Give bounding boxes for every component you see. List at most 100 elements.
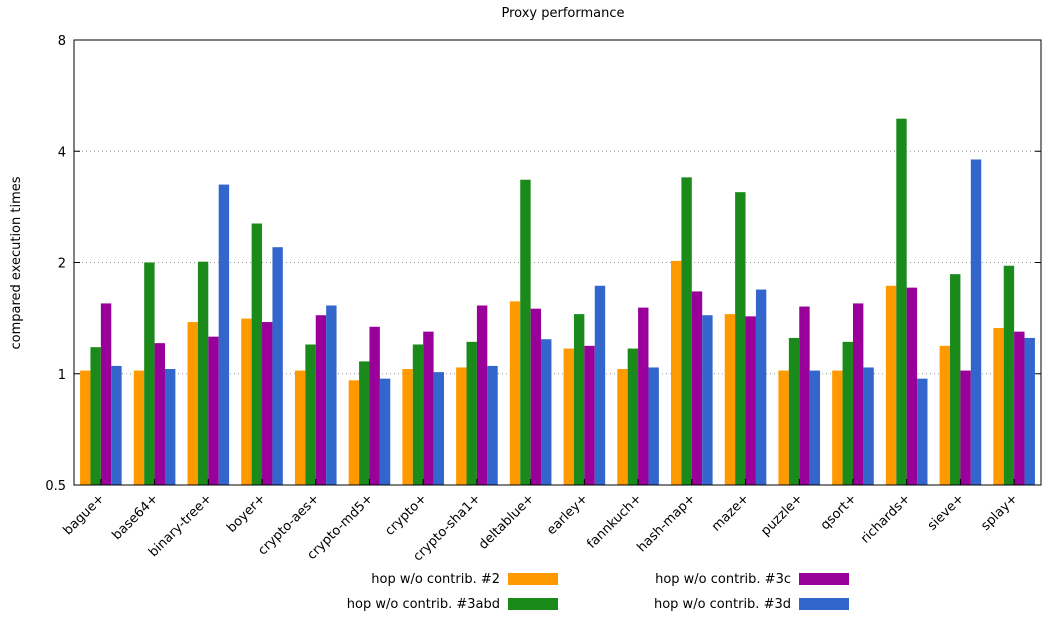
bar [272,247,283,485]
bar [412,344,424,485]
x-tick-label: richards+ [858,491,913,546]
bar [594,285,606,485]
bar [154,343,165,485]
bar [423,331,434,485]
bar [638,307,649,485]
bar [735,192,746,485]
bar [187,322,198,485]
bar [885,285,897,485]
bar [111,365,122,485]
bar [852,303,864,485]
bar [466,341,477,485]
bar [262,322,273,485]
legend-swatch [799,598,849,610]
bar [100,303,112,485]
bar [617,369,628,485]
bar [315,315,327,485]
bar [218,184,230,485]
bar [960,370,971,485]
bar [917,378,928,485]
bar [348,380,360,485]
x-tick-label: crypto+ [382,491,430,539]
bar [251,223,263,485]
bar [208,336,219,485]
y-axis-title: compared execution times [9,176,24,349]
bar [755,289,767,485]
legend-swatch [799,573,849,585]
bar [369,326,380,485]
bars [80,118,1035,486]
x-axis: bague+ base64+binary-tree+ boyer+crypto-ae… [61,479,1021,564]
x-tick-label: hash-map+ [635,491,699,555]
legend-label: hop w/o contrib. #3abd [347,597,500,612]
legend: hop w/o contrib. #2 hop w/o contrib. #3ab… [347,572,849,612]
bar [530,308,542,485]
bar [724,314,736,485]
bar [939,345,951,485]
bar [863,367,874,485]
x-tick-label: sieve+ [925,491,967,533]
bar [906,287,918,485]
bar [745,316,756,485]
x-tick-label: qsort+ [818,491,860,533]
bar [627,348,639,485]
bar [584,345,595,485]
x-tick-label: puzzle+ [758,491,806,539]
bar [133,370,145,485]
bar [294,370,306,485]
bar [1003,265,1015,485]
bar [573,314,585,485]
x-tick-label: maze+ [709,491,752,534]
bar [305,344,316,485]
bar [993,327,1004,485]
bar [541,339,552,485]
bar [832,370,843,485]
bar [144,262,155,485]
bar [691,291,703,485]
x-tick-label: base64+ [109,491,161,543]
bar [402,369,413,485]
bar [896,118,907,485]
bar [681,177,692,485]
x-tick-label: bague+ [61,491,108,538]
bar [487,365,498,485]
bar [809,370,821,485]
bar [241,318,252,485]
y-tick-label: 2 [58,257,66,272]
legend-swatch [508,598,558,610]
bar [648,367,659,485]
bar [563,348,574,485]
bar [1014,331,1025,485]
y-tick-label: 8 [58,34,66,49]
y-tick-label: 1 [58,368,66,383]
bar [671,260,682,485]
bar [842,341,853,485]
legend-label: hop w/o contrib. #3c [655,572,791,587]
bar [788,337,800,485]
x-tick-label: deltablue+ [476,491,537,552]
legend-label: hop w/o contrib. #2 [371,572,500,587]
bar [778,370,789,485]
x-tick-label: earley+ [544,491,591,538]
x-tick-label: splay+ [978,491,1021,534]
bar [950,274,961,485]
bar [520,179,531,485]
bar [433,372,444,485]
bar [379,378,391,485]
bar [359,361,370,485]
bar [326,305,337,485]
bar [90,347,101,485]
bar [456,367,467,485]
legend-label: hop w/o contrib. #3d [654,597,791,612]
bar [164,369,176,485]
bar [702,315,713,485]
y-axis: 0.5 1 2 4 8 [45,34,1041,494]
bar [197,261,209,485]
bar [970,159,982,486]
bar [799,306,810,485]
bar [476,305,488,485]
y-tick-label: 0.5 [45,479,66,494]
legend-swatch [508,573,558,585]
y-tick-label: 4 [58,145,66,160]
